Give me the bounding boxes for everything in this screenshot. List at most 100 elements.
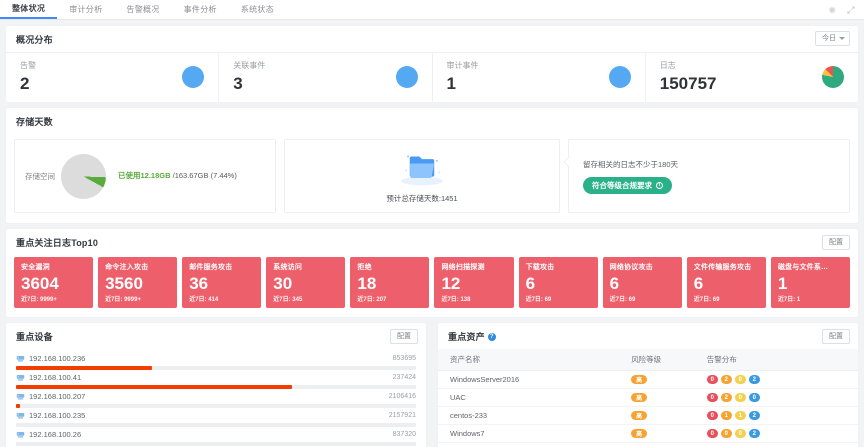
storage-pie-label: 存储空间 — [25, 171, 55, 181]
storage-used-value: 已使用12.18GB — [118, 171, 171, 180]
server-icon — [16, 431, 25, 438]
expand-icon[interactable] — [846, 5, 856, 15]
top-tab-bar: 整体状况 审计分析 告警概况 事件分析 系统状态 — [0, 0, 864, 20]
list-item[interactable]: 192.168.100.235 2157921 — [16, 408, 416, 427]
key-devices-title: 重点设备 — [16, 332, 53, 342]
key-assets-title: 重点资产 ? — [438, 323, 858, 349]
storage-title: 存储天数 — [16, 117, 53, 127]
alarm-dot-high: 2 — [720, 375, 732, 384]
list-item[interactable]: 192.168.100.207 2106416 — [16, 389, 416, 408]
device-count: 237424 — [392, 374, 416, 381]
tab-audit-analysis[interactable]: 审计分析 — [57, 0, 114, 19]
stat-audit-event[interactable]: 审计事件 1 — [433, 53, 646, 102]
top-log-value: 6 — [693, 274, 704, 293]
alarm-dot-low: 0 — [748, 393, 760, 402]
top-log-card[interactable]: 网络扫描探测 12 近7日: 138 — [434, 257, 514, 308]
device-bar-track — [16, 404, 416, 408]
top-log-card[interactable]: 磁盘与文件系… 1 近7日: 1 — [770, 257, 850, 308]
asset-name: centos-233 — [438, 406, 632, 425]
circle-indicator-icon — [395, 65, 418, 88]
top-log-name: 命令注入攻击 — [105, 264, 149, 271]
top-log-name: 邮件服务攻击 — [189, 264, 233, 271]
top-log-value: 3604 — [21, 274, 59, 293]
column-alarm-distribution: 告警分布 — [706, 349, 858, 371]
table-row[interactable]: UAC 高 0 2 0 0 — [438, 388, 858, 407]
table-row[interactable]: Windows7 高 0 0 0 2 — [438, 424, 858, 443]
list-item[interactable]: 192.168.100.26 837320 — [16, 427, 416, 446]
alarm-dot-critical: 0 — [706, 429, 718, 438]
top-log-card[interactable]: 安全漏洞 3604 近7日: 9999+ — [14, 257, 94, 308]
device-ip: 192.168.100.235 — [29, 411, 86, 420]
server-icon — [16, 412, 25, 419]
top-log-sub: 近7日: 207 — [357, 297, 387, 303]
stat-alarm[interactable]: 告警 2 — [6, 53, 220, 102]
device-ip: 192.168.100.26 — [29, 430, 82, 439]
top-log-value: 1 — [777, 274, 788, 293]
time-range-selector[interactable]: 今日 — [815, 31, 850, 46]
top-log-card[interactable]: 下载攻击 6 近7日: 69 — [518, 257, 598, 308]
top-log-card[interactable]: 网络协议攻击 6 近7日: 69 — [602, 257, 682, 308]
top-logs-config-button[interactable]: 配置 — [822, 235, 850, 250]
top-log-sub: 近7日: 138 — [441, 297, 471, 303]
alarm-dot-medium: 0 — [734, 375, 746, 384]
top-log-card[interactable]: 文件传输服务攻击 6 近7日: 69 — [686, 257, 766, 308]
top-logs-title: 重点关注日志Top10 — [16, 238, 99, 248]
key-devices-config-button[interactable]: 配置 — [390, 329, 418, 344]
device-count: 2157921 — [388, 412, 416, 419]
top-logs-card: 重点关注日志Top10 配置 安全漏洞 3604 近7日: 9999+ 命令注入… — [6, 229, 858, 317]
stat-value: 1 — [446, 74, 456, 93]
alarm-dot-medium: 0 — [734, 429, 746, 438]
alarm-dot-low: 2 — [748, 375, 760, 384]
stat-log[interactable]: 日志 150757 — [646, 53, 858, 102]
tab-label: 事件分析 — [183, 5, 217, 14]
tab-alarm-overview[interactable]: 告警概况 — [114, 0, 171, 19]
top-log-card[interactable]: 邮件服务攻击 36 近7日: 414 — [182, 257, 262, 308]
storage-estimate-label: 预计总存储天数:1451 — [386, 194, 458, 203]
top-log-value: 3560 — [105, 274, 143, 293]
stat-label: 日志 — [659, 61, 676, 70]
device-ip: 192.168.100.41 — [29, 373, 82, 382]
top-log-card[interactable]: 命令注入攻击 3560 近7日: 9999+ — [98, 257, 178, 308]
top-log-card[interactable]: 拒绝 18 近7日: 207 — [350, 257, 430, 308]
storage-total-value: /163.67GB (7.44%) — [172, 171, 237, 180]
top-log-sub: 近7日: 69 — [525, 297, 552, 303]
tab-overall-status[interactable]: 整体状况 — [0, 0, 58, 19]
list-item[interactable]: 192.168.100.236 853695 — [16, 351, 416, 370]
alarm-dot-critical: 0 — [706, 411, 718, 420]
stat-correlated-event[interactable]: 关联事件 3 — [219, 53, 433, 102]
device-count: 837320 — [392, 431, 416, 438]
device-bar-track — [16, 385, 416, 389]
device-bar-track — [16, 366, 416, 370]
tab-event-analysis[interactable]: 事件分析 — [172, 0, 229, 19]
info-icon: i — [656, 181, 663, 189]
tabbar-actions — [827, 0, 864, 19]
circle-indicator-icon — [608, 65, 631, 88]
tab-label: 告警概况 — [126, 5, 160, 14]
tab-system-status[interactable]: 系统状态 — [229, 0, 286, 19]
key-assets-config-button[interactable]: 配置 — [822, 329, 850, 344]
table-row[interactable]: centos-233 高 0 1 1 2 — [438, 406, 858, 425]
storage-card: 存储天数 存储空间 已使用12.18GB /163.67GB (7.44%) — [6, 108, 858, 223]
table-row[interactable]: WindowsServer2016 高 0 2 0 2 — [438, 370, 858, 389]
storage-estimate-box: 预计总存储天数:1451 — [284, 139, 560, 213]
top-log-name: 网络扫描探测 — [441, 264, 485, 271]
folder-illustration-icon — [401, 155, 443, 186]
device-ip: 192.168.100.236 — [29, 354, 86, 363]
assets-table: 资产名称 风险等级 告警分布 WindowsServer2016 高 0 2 0… — [438, 349, 858, 447]
device-bar-fill — [16, 366, 152, 370]
question-icon[interactable]: ? — [487, 332, 496, 341]
alarm-dot-high: 0 — [720, 429, 732, 438]
top-log-card[interactable]: 系统访问 30 近7日: 345 — [266, 257, 346, 308]
alarm-dot-high: 1 — [720, 411, 732, 420]
device-bar-fill — [16, 385, 292, 389]
list-item[interactable]: 192.168.100.41 237424 — [16, 370, 416, 389]
top-logs-row: 安全漏洞 3604 近7日: 9999+ 命令注入攻击 3560 近7日: 99… — [6, 255, 858, 317]
pie-chart-icon — [822, 65, 844, 88]
gear-icon[interactable] — [827, 5, 837, 15]
key-devices-card: 重点设备 配置 192.168.100.236 853695 — [6, 323, 426, 447]
table-row[interactable]: 192.168.100.11 中 0 0 1 0 — [438, 442, 858, 447]
top-log-value: 36 — [189, 274, 209, 293]
storage-donut-chart — [61, 153, 106, 199]
status-badge: 高 — [631, 375, 648, 384]
